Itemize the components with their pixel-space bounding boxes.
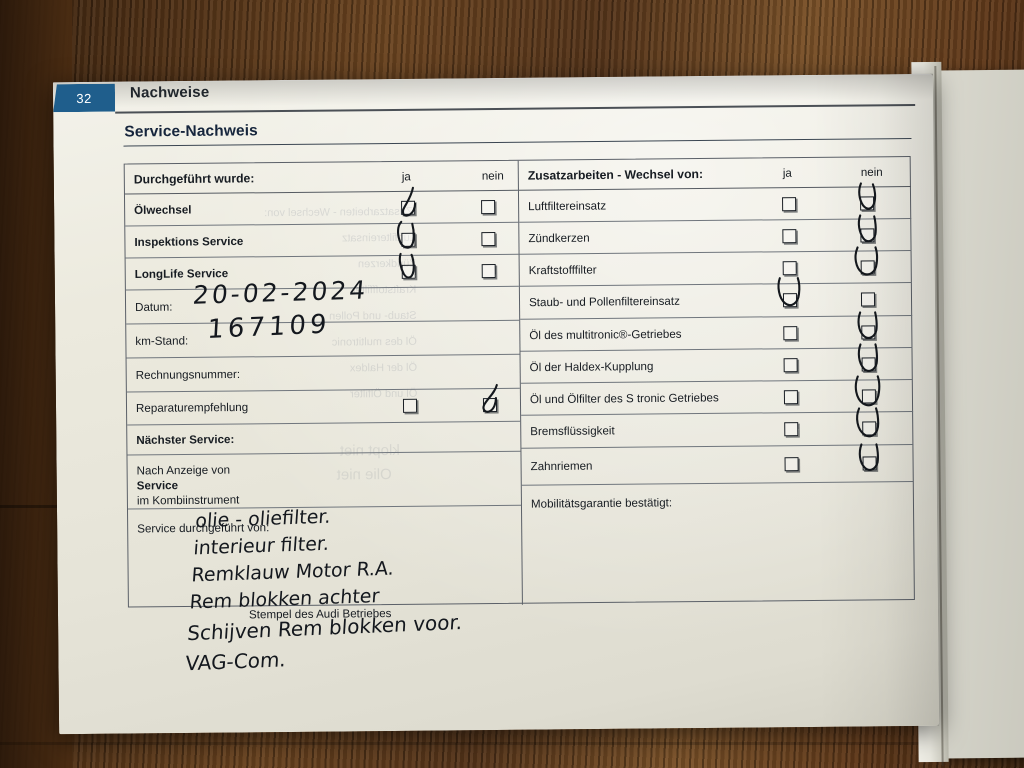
row-label: Zündkerzen bbox=[528, 231, 590, 245]
table-row-next-service-detail: Nach Anzeige von Service im Kombiinstrum… bbox=[127, 451, 521, 510]
header-divider bbox=[115, 103, 916, 114]
row-label: km-Stand: bbox=[135, 333, 189, 348]
row-label: Datum: bbox=[134, 300, 173, 314]
checkbox-ja-zahnriemen[interactable] bbox=[784, 457, 799, 472]
row-label: LongLife Service bbox=[134, 266, 229, 281]
table-row-luftfiltereinsatz: Luftfiltereinsatz bbox=[518, 181, 912, 223]
right-header-label: Zusatzarbeiten - Wechsel von: bbox=[527, 166, 704, 183]
checkbox-nein-zahnriemen[interactable] bbox=[862, 456, 877, 471]
table-row-rechnungsnummer: Rechnungsnummer: bbox=[126, 354, 520, 393]
checkbox-ja-reparaturempfehlung[interactable] bbox=[402, 398, 418, 413]
row-label: Öl und Ölfilter des S tronic Getriebes bbox=[529, 390, 719, 406]
table-row-oelwechsel: Ölwechsel bbox=[124, 186, 519, 227]
checkbox-ja-inspektions-service[interactable] bbox=[401, 232, 416, 247]
table-row-mobilitaetsgarantie[interactable]: Mobilitätsgarantie bestätigt: bbox=[522, 482, 915, 617]
table-row-oel-oelfilter-s-tronic: Öl und Ölfilter des S tronic Getriebes bbox=[520, 374, 914, 416]
checkbox-nein-oelwechsel[interactable] bbox=[481, 199, 496, 214]
left-header-label: Durchgeführt wurde: bbox=[133, 170, 255, 186]
row-label: Ölwechsel bbox=[134, 202, 192, 217]
next-service-title: Nächster Service: bbox=[136, 432, 235, 447]
handwritten-work-notes: olie - oliefilter. interieur filter. Rem… bbox=[188, 505, 395, 614]
handwritten-datum-value: 20-02-2024 bbox=[191, 275, 370, 310]
right-header-nein: nein bbox=[860, 165, 883, 179]
wood-plank-seam bbox=[0, 742, 1024, 745]
right-column: Zusatzarbeiten - Wechsel von: ja nein Lu… bbox=[518, 157, 915, 603]
checkbox-ja-oel-haldex[interactable] bbox=[783, 357, 798, 372]
page-title: Nachweise bbox=[129, 83, 210, 102]
next-service-detail: Nach Anzeige von Service im Kombiinstrum… bbox=[137, 462, 240, 508]
checkbox-nein-kraftstofffilter[interactable] bbox=[860, 259, 875, 274]
checkbox-nein-reparaturempfehlung[interactable] bbox=[482, 397, 498, 413]
checkbox-ja-oel-multitronic[interactable] bbox=[783, 325, 798, 340]
checkbox-ja-staub-pollenfiltereinsatz[interactable] bbox=[782, 293, 798, 308]
row-label: Zahnriemen bbox=[530, 459, 593, 474]
row-label: Öl der Haldex-Kupplung bbox=[529, 359, 654, 374]
right-table-header-row: Zusatzarbeiten - Wechsel von: ja nein bbox=[518, 157, 911, 191]
left-table-header-row: Durchgeführt wurde: ja nein bbox=[124, 160, 518, 195]
row-label: Kraftstofffilter bbox=[528, 263, 597, 277]
table-row-oel-haldex: Öl der Haldex-Kupplung bbox=[520, 342, 913, 384]
table-row-zahnriemen: Zahnriemen bbox=[521, 443, 914, 486]
row-label: Öl des multitronic®-Getriebes bbox=[529, 327, 682, 342]
checkbox-nein-longlife-service[interactable] bbox=[481, 263, 496, 278]
checkbox-ja-oelwechsel[interactable] bbox=[401, 200, 416, 215]
service-record-page: Zusatzarbeiten - Wechsel von: Luftfilter… bbox=[52, 73, 940, 735]
handwritten-km-stand-value: 167109 bbox=[206, 309, 332, 345]
left-header-ja: ja bbox=[401, 169, 411, 183]
table-row-bremsfluessigkeit: Bremsflüssigkeit bbox=[521, 407, 914, 449]
checkbox-nein-oel-oelfilter-s-tronic[interactable] bbox=[861, 388, 877, 403]
book-facing-page bbox=[937, 69, 1024, 759]
next-service-line3: im Kombiinstrument bbox=[136, 493, 240, 508]
right-header-ja: ja bbox=[782, 166, 792, 180]
table-row-oel-multitronic: Öl des multitronic®-Getriebes bbox=[520, 310, 913, 352]
checkbox-ja-zuendkerzen[interactable] bbox=[782, 228, 797, 243]
checkbox-nein-inspektions-service[interactable] bbox=[481, 231, 496, 246]
table-row-inspektions-service: Inspektions Service bbox=[125, 220, 519, 259]
mobility-label: Mobilitätsgarantie bestätigt: bbox=[530, 496, 673, 511]
next-service-line2: Service bbox=[136, 479, 179, 493]
checkbox-nein-luftfiltereinsatz[interactable] bbox=[860, 195, 875, 210]
checkbox-nein-bremsfluessigkeit[interactable] bbox=[862, 421, 877, 436]
checkbox-ja-kraftstofffilter[interactable] bbox=[782, 260, 797, 275]
checkbox-ja-bremsfluessigkeit[interactable] bbox=[784, 422, 799, 437]
table-row-naechster-service: Nächster Service: bbox=[127, 421, 521, 456]
handwritten-extra-line2: VAG-Com. bbox=[184, 647, 287, 676]
checkbox-nein-staub-pollenfiltereinsatz[interactable] bbox=[860, 292, 876, 307]
row-label: Inspektions Service bbox=[134, 234, 244, 249]
checkbox-ja-luftfiltereinsatz[interactable] bbox=[782, 196, 797, 211]
table-row-reparaturempfehlung: Reparaturempfehlung bbox=[126, 383, 521, 426]
row-label: Bremsflüssigkeit bbox=[530, 424, 615, 439]
page-number-tab: 32 bbox=[53, 84, 115, 113]
checkbox-ja-longlife-service[interactable] bbox=[401, 264, 416, 279]
table-row-zuendkerzen: Zündkerzen bbox=[519, 213, 912, 255]
table-row-staub-pollenfiltereinsatz: Staub- und Pollenfiltereinsatz bbox=[519, 277, 913, 320]
next-service-line1: Nach Anzeige von bbox=[136, 463, 231, 478]
row-label: Luftfiltereinsatz bbox=[528, 198, 607, 213]
row-label: Rechnungsnummer: bbox=[135, 367, 241, 382]
checkbox-nein-oel-multitronic[interactable] bbox=[861, 324, 876, 339]
checkbox-nein-zuendkerzen[interactable] bbox=[860, 227, 875, 242]
left-header-nein: nein bbox=[481, 168, 504, 183]
handwritten-extra-notes: Schijven Rem blokken voor. VAG-Com. bbox=[184, 607, 463, 678]
table-row-kraftstofffilter: Kraftstofffilter bbox=[519, 245, 912, 287]
section-title: Service-Nachweis bbox=[124, 122, 258, 141]
checkbox-ja-oel-oelfilter-s-tronic[interactable] bbox=[783, 389, 799, 404]
row-label: Reparaturempfehlung bbox=[135, 400, 249, 415]
row-label: Staub- und Pollenfiltereinsatz bbox=[528, 294, 680, 310]
checkbox-nein-oel-haldex[interactable] bbox=[861, 356, 876, 371]
